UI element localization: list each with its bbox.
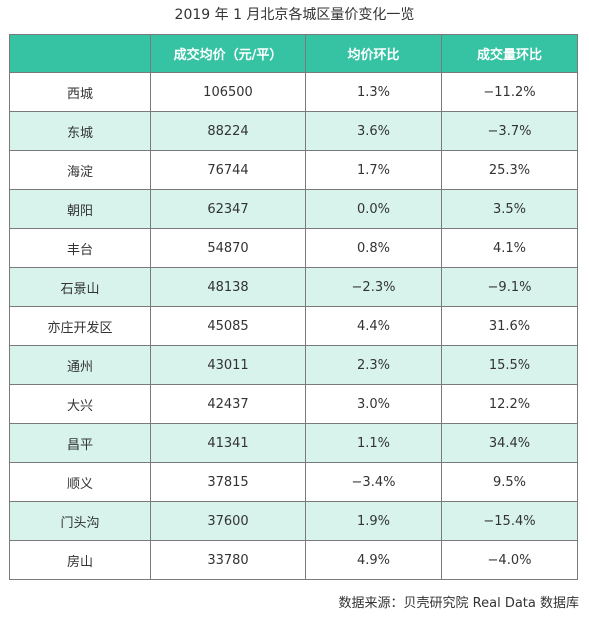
district-cell: 顺义: [9, 462, 151, 502]
table-row: 亦庄开发区 45085 4.4% 31.6%: [9, 306, 578, 346]
price-mom-cell: 1.7%: [305, 150, 442, 190]
price-mom-cell: 0.0%: [305, 189, 442, 229]
volume-mom-cell: 34.4%: [441, 423, 578, 463]
header-price-mom: 均价环比: [305, 34, 442, 73]
district-cell: 海淀: [9, 150, 151, 190]
price-mom-cell: 0.8%: [305, 228, 442, 268]
table-row: 通州 43011 2.3% 15.5%: [9, 345, 578, 385]
district-cell: 丰台: [9, 228, 151, 268]
district-cell: 亦庄开发区: [9, 306, 151, 346]
price-mom-cell: 1.3%: [305, 72, 442, 112]
price-mom-cell: 2.3%: [305, 345, 442, 385]
table-row: 大兴 42437 3.0% 12.2%: [9, 384, 578, 424]
volume-mom-cell: −11.2%: [441, 72, 578, 112]
price-cell: 37815: [150, 462, 306, 502]
price-cell: 43011: [150, 345, 306, 385]
price-cell: 42437: [150, 384, 306, 424]
district-cell: 昌平: [9, 423, 151, 463]
price-mom-cell: 4.4%: [305, 306, 442, 346]
price-mom-cell: 3.6%: [305, 111, 442, 151]
district-cell: 房山: [9, 540, 151, 580]
price-cell: 106500: [150, 72, 306, 112]
price-cell: 37600: [150, 501, 306, 541]
district-cell: 门头沟: [9, 501, 151, 541]
header-volume-mom: 成交量环比: [441, 34, 578, 73]
data-source-note: 数据来源：贝壳研究院 Real Data 数据库: [338, 596, 579, 611]
district-cell: 石景山: [9, 267, 151, 307]
district-cell: 东城: [9, 111, 151, 151]
price-cell: 54870: [150, 228, 306, 268]
volume-mom-cell: 3.5%: [441, 189, 578, 229]
volume-mom-cell: −9.1%: [441, 267, 578, 307]
table-row: 东城 88224 3.6% −3.7%: [9, 111, 578, 151]
table-row: 西城 106500 1.3% −11.2%: [9, 72, 578, 112]
price-cell: 41341: [150, 423, 306, 463]
table-row: 朝阳 62347 0.0% 3.5%: [9, 189, 578, 229]
volume-mom-cell: −15.4%: [441, 501, 578, 541]
table-row: 顺义 37815 −3.4% 9.5%: [9, 462, 578, 502]
table-row: 海淀 76744 1.7% 25.3%: [9, 150, 578, 190]
district-cell: 大兴: [9, 384, 151, 424]
price-cell: 48138: [150, 267, 306, 307]
table-row: 石景山 48138 −2.3% −9.1%: [9, 267, 578, 307]
volume-mom-cell: −4.0%: [441, 540, 578, 580]
table-row: 房山 33780 4.9% −4.0%: [9, 540, 578, 580]
district-cell: 通州: [9, 345, 151, 385]
price-cell: 62347: [150, 189, 306, 229]
district-cell: 朝阳: [9, 189, 151, 229]
price-cell: 45085: [150, 306, 306, 346]
price-mom-cell: −2.3%: [305, 267, 442, 307]
price-cell: 88224: [150, 111, 306, 151]
district-cell: 西城: [9, 72, 151, 112]
header-price: 成交均价（元/平）: [150, 34, 306, 73]
volume-mom-cell: 15.5%: [441, 345, 578, 385]
header-district: [9, 34, 151, 73]
volume-mom-cell: 31.6%: [441, 306, 578, 346]
price-mom-cell: 4.9%: [305, 540, 442, 580]
page-title: 2019 年 1 月北京各城区量价变化一览: [174, 7, 415, 23]
volume-mom-cell: 9.5%: [441, 462, 578, 502]
volume-mom-cell: 4.1%: [441, 228, 578, 268]
table-header-row: 成交均价（元/平） 均价环比 成交量环比: [9, 34, 578, 73]
volume-mom-cell: −3.7%: [441, 111, 578, 151]
price-cell: 76744: [150, 150, 306, 190]
price-table: 成交均价（元/平） 均价环比 成交量环比 西城 106500 1.3% −11.…: [9, 34, 578, 580]
table-row: 门头沟 37600 1.9% −15.4%: [9, 501, 578, 541]
price-mom-cell: 1.1%: [305, 423, 442, 463]
volume-mom-cell: 25.3%: [441, 150, 578, 190]
table-row: 丰台 54870 0.8% 4.1%: [9, 228, 578, 268]
price-mom-cell: 1.9%: [305, 501, 442, 541]
table-row: 昌平 41341 1.1% 34.4%: [9, 423, 578, 463]
volume-mom-cell: 12.2%: [441, 384, 578, 424]
price-mom-cell: −3.4%: [305, 462, 442, 502]
price-mom-cell: 3.0%: [305, 384, 442, 424]
price-cell: 33780: [150, 540, 306, 580]
